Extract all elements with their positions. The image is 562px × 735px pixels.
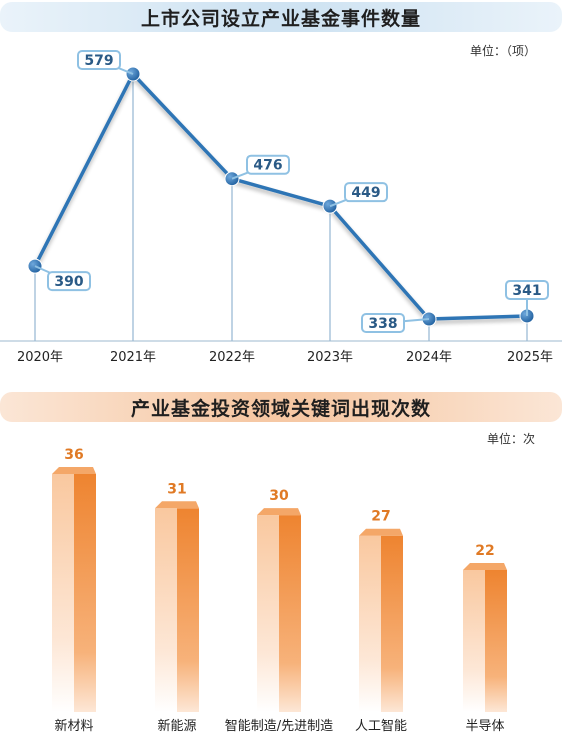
bar-x-tick-label: 人工智能 (355, 719, 407, 734)
svg-text:579: 579 (84, 53, 113, 69)
line-x-tick-label: 2022年 (209, 350, 255, 365)
line-data-label: 338 (361, 313, 430, 333)
svg-text:338: 338 (368, 316, 397, 332)
line-data-label: 449 (329, 182, 388, 208)
line-x-tick-label: 2023年 (307, 350, 353, 365)
bar (52, 467, 96, 712)
bar (155, 501, 199, 712)
svg-text:390: 390 (54, 274, 83, 290)
bar (257, 508, 301, 712)
bar-chart-title: 产业基金投资领域关键词出现次数 (0, 392, 562, 422)
bar-value-label: 27 (371, 509, 390, 525)
line-x-tick-label: 2024年 (406, 350, 452, 365)
bar-chart-unit: 单位：次 (487, 432, 536, 446)
bar-value-label: 30 (269, 488, 289, 504)
bar-x-tick-label: 半导体 (465, 719, 504, 734)
bar-x-tick-label: 智能制造/先进制造 (225, 719, 333, 734)
bar-value-label: 36 (64, 447, 83, 463)
svg-text:476: 476 (253, 158, 282, 174)
svg-text:341: 341 (512, 283, 541, 299)
bar (359, 528, 403, 712)
bar-value-label: 22 (475, 543, 494, 559)
line-data-label: 390 (34, 265, 91, 292)
line-chart-title: 上市公司设立产业基金事件数量 (0, 2, 562, 32)
line-data-label: 476 (231, 154, 290, 180)
line-x-tick-label: 2025年 (507, 350, 553, 365)
line-x-tick-label: 2020年 (17, 350, 63, 365)
line-data-label: 341 (505, 279, 549, 316)
bar-x-tick-label: 新能源 (157, 718, 196, 734)
svg-text:449: 449 (351, 185, 380, 201)
line-chart: 390 579 476 449 338 341 2020年 2021年 2022年 2023年 2… (0, 50, 562, 365)
bar-x-tick-label: 新材料 (54, 718, 93, 734)
bar (463, 563, 507, 712)
line-series-path (33, 72, 528, 321)
line-x-tick-label: 2021年 (110, 350, 156, 365)
line-chart-unit: 单位：（项） (470, 44, 537, 58)
bar-value-label: 31 (167, 481, 186, 497)
line-data-label: 579 (77, 50, 134, 75)
